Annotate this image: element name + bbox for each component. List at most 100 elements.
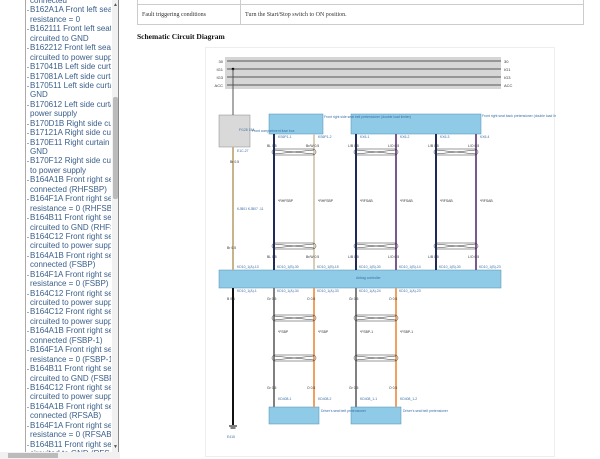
scroll-thumb[interactable] xyxy=(113,97,118,199)
list-item[interactable]: B170612 Left side curtain xyxy=(27,100,111,109)
diagram-label: KD408_1-1 xyxy=(360,397,377,401)
fault-conditions-value: Turn the Start/Stop switch to ON positio… xyxy=(240,4,584,25)
twisted-pair-icon xyxy=(355,355,397,361)
list-item[interactable]: circuited to power supply xyxy=(30,241,111,251)
twisted-pair-icon xyxy=(353,242,399,250)
list-item[interactable]: B162A1A Front left seat c xyxy=(27,5,111,14)
fuse-box xyxy=(218,114,251,148)
list-item[interactable]: circuited to power supply xyxy=(30,316,111,326)
diagram-label: KD10_1(B)-30 xyxy=(439,265,461,269)
list-item[interactable]: to power supply xyxy=(30,165,87,175)
list-item[interactable]: B164B11 Front right seat xyxy=(27,440,111,449)
diagram-label: BL 0.5 xyxy=(267,255,277,259)
diagram-label: F/128 15A xyxy=(239,128,255,132)
twisted-pair-icon xyxy=(353,354,399,362)
list-item[interactable]: B17081A Left side curtain xyxy=(27,72,111,81)
diagram-label: KD10_1(A)-34 xyxy=(277,289,299,293)
list-item[interactable]: B164C12 Front right seat xyxy=(27,232,111,241)
diagram-label: KD408-2 xyxy=(318,397,331,401)
diagram-label: KD408-1 xyxy=(278,397,291,401)
list-item[interactable]: B170E11 Right curtain ai xyxy=(27,138,111,147)
diagram-label: O 0.5 xyxy=(389,386,397,390)
airbag-controller xyxy=(218,269,502,289)
diagram-label: Br 0.5 xyxy=(227,246,236,250)
list-item[interactable]: B164C12 Front right seat xyxy=(27,383,111,392)
scroll-thumb-horizontal[interactable] xyxy=(8,453,58,458)
twisted-pair-icon xyxy=(273,315,315,321)
list-item[interactable]: B164B11 Front right seat xyxy=(27,213,111,222)
diagram-label: KD10_1(B)-15 xyxy=(317,265,339,269)
list-item[interactable]: B164F1A Front right seat xyxy=(27,270,111,279)
list-item[interactable]: resistance = 0 (RFSAB) xyxy=(30,430,111,440)
diagram-label: KD10_1(B)-14 xyxy=(399,265,421,269)
list-item[interactable]: resistance = 0 (RHFSBP) xyxy=(30,203,111,213)
diagram-label: Gr 0.5 xyxy=(349,297,359,301)
diagram-label: Front right side seat belt pretensioner … xyxy=(324,115,411,119)
list-item[interactable]: B164A1B Front right seat xyxy=(27,251,111,260)
list-item[interactable]: B164A1B Front right seat xyxy=(27,402,111,411)
bus-band xyxy=(225,57,501,89)
list-item[interactable]: connected (FSBP) xyxy=(30,260,96,270)
twisted-pair-icon xyxy=(435,243,477,249)
list-item[interactable]: B17121A Right side curta xyxy=(27,128,111,137)
list-item[interactable]: resistance = 0 xyxy=(30,14,81,24)
diagram-label: KS6P1-2 xyxy=(318,135,332,139)
tree-line xyxy=(25,0,26,452)
list-item[interactable]: circuited to GND (RFSAB xyxy=(27,449,111,452)
list-item[interactable]: circuited to GND xyxy=(30,33,89,43)
list-item[interactable]: B162212 Front left seat c xyxy=(27,43,111,52)
list-item[interactable]: connected (RHFSBP) xyxy=(30,184,107,194)
diagram-label: KJB01 KJB07 -11 xyxy=(237,207,264,211)
list-item[interactable]: B170D1B Right side curt xyxy=(27,119,111,128)
list-item[interactable]: B164F1A Front right seat xyxy=(27,345,111,354)
diagram-label: L/B 0.5 xyxy=(348,144,359,148)
list-item[interactable]: connected (RFSAB) xyxy=(30,411,102,421)
list-item[interactable]: circuited to power supply xyxy=(30,52,111,62)
table-row: Fault triggering conditions Turn the Sta… xyxy=(137,4,584,25)
list-item[interactable]: connected (FSBP-1) xyxy=(30,335,103,345)
list-item[interactable]: B17041B Left side curtain xyxy=(27,62,111,71)
list-item[interactable]: circuited to GND (RHFSBP xyxy=(30,222,111,232)
twisted-pair-icon xyxy=(353,314,399,322)
vertical-scrollbar[interactable]: ▲ ▼ xyxy=(112,0,118,452)
bus-label-right: IG1 xyxy=(504,67,511,72)
twisted-pair-icon xyxy=(273,243,315,249)
diagram-label: Front compartment fuse box xyxy=(252,129,295,133)
diagram-label: L/O 0.5 xyxy=(388,144,399,148)
list-item[interactable]: circuited to GND (FSBP- xyxy=(30,373,111,383)
list-item[interactable]: GND xyxy=(30,147,48,156)
twisted-pair-icon xyxy=(271,242,317,250)
diagram-label: E415 xyxy=(227,435,235,439)
seatback-pretensioner-module xyxy=(350,113,482,135)
list-item[interactable]: B164F1A Front right seat xyxy=(27,194,111,203)
fault-conditions-label: Fault triggering conditions xyxy=(137,4,241,25)
list-item[interactable]: circuited to power supply xyxy=(30,298,111,307)
list-item[interactable]: B170511 Left side curtain xyxy=(27,81,111,90)
list-item[interactable]: circuited to power supply xyxy=(30,392,111,402)
list-item[interactable]: resistance = 0 (FSBP-1) xyxy=(30,354,111,364)
list-item[interactable]: connected xyxy=(30,0,67,5)
list-item[interactable]: B164A1B Front right seat xyxy=(27,175,111,184)
diagram-label: *RHFSBP xyxy=(278,199,294,203)
diagram-label: Br/W 0.5 xyxy=(306,255,319,259)
bus-label-right: ACC xyxy=(504,83,513,88)
horizontal-scrollbar[interactable] xyxy=(0,452,120,459)
list-item[interactable]: B164B11 Front right seat xyxy=(27,364,111,373)
scroll-up-icon[interactable]: ▲ xyxy=(113,2,118,8)
list-item[interactable]: power supply xyxy=(30,109,78,119)
list-item[interactable]: B164F1A Front right seat xyxy=(27,421,111,430)
diagram-label: *RFSAB xyxy=(440,199,453,203)
driver-pretensioner-1 xyxy=(268,406,320,425)
list-item[interactable]: resistance = 0 (FSBP) xyxy=(30,279,109,289)
diagram-label: *RFSAB xyxy=(480,199,493,203)
list-item[interactable]: B164C12 Front right seat xyxy=(27,307,111,316)
twisted-pair-icon xyxy=(355,243,397,249)
list-item[interactable]: GND xyxy=(30,90,48,100)
list-item[interactable]: B170F12 Right side curta xyxy=(27,156,111,165)
list-item[interactable]: B162111 Front left seat o xyxy=(27,24,111,33)
scroll-down-icon[interactable]: ▼ xyxy=(113,444,118,450)
list-item[interactable]: B164C12 Front right seat xyxy=(27,289,111,298)
list-item[interactable]: B164A1B Front right seat xyxy=(27,326,111,335)
